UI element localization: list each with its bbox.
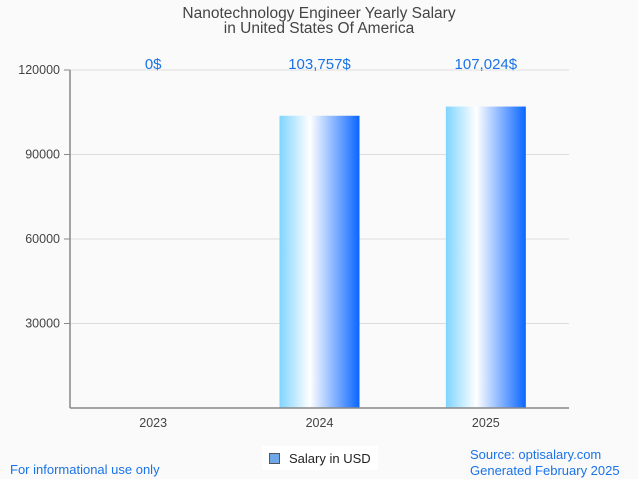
data-label-2023: 0$	[145, 56, 162, 73]
y-tick-label: 60000	[25, 232, 60, 246]
data-label-2024: 103,757$	[288, 56, 351, 73]
y-tick-label: 120000	[18, 63, 60, 77]
generated-date: Generated February 2025	[470, 463, 620, 478]
x-tick-label: 2024	[306, 416, 334, 430]
bar-2025	[445, 106, 526, 408]
data-label-2025: 107,024$	[455, 56, 518, 73]
source-block: Source: optisalary.com Generated Februar…	[470, 447, 620, 479]
y-tick-label: 90000	[25, 148, 60, 162]
y-tick-label: 30000	[25, 317, 60, 331]
legend-swatch-icon	[269, 452, 280, 464]
x-tick-label: 2025	[472, 416, 500, 430]
chart-subtitle: in United States Of America	[224, 20, 415, 37]
legend-label: Salary in USD	[289, 450, 371, 466]
x-tick-label: 2023	[139, 416, 167, 430]
chart-title: Nanotechnology Engineer Yearly Salary	[182, 5, 455, 22]
bar-2024	[279, 115, 360, 409]
source-link[interactable]: Source: optisalary.com	[470, 447, 602, 462]
legend: Salary in USD	[262, 446, 378, 470]
disclaimer-text: For informational use only	[10, 462, 160, 477]
